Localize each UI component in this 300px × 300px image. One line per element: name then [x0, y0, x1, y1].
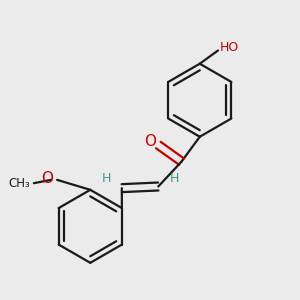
Text: O: O [41, 171, 53, 186]
Text: H: H [170, 172, 179, 185]
Text: O: O [144, 134, 156, 149]
Text: H: H [102, 172, 111, 185]
Text: CH₃: CH₃ [9, 177, 31, 190]
Text: HO: HO [220, 40, 239, 54]
